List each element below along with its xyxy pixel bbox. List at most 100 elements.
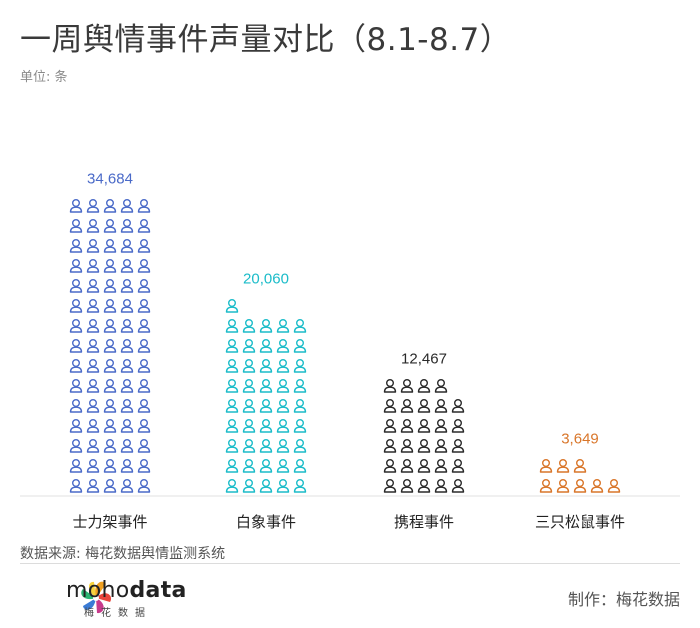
person-icon [276,479,290,493]
person-icon [137,419,151,433]
person-icon [86,359,100,373]
person-icon [293,319,307,333]
person-icon [276,339,290,353]
person-icon [259,479,273,493]
person-icon [103,459,117,473]
person-icon [137,238,151,253]
person-icon [451,419,465,433]
person-icon [573,459,587,473]
person-icon [451,399,465,413]
person-icon [539,459,553,473]
person-icon [137,259,151,273]
person-icon [103,299,117,313]
person-icon [137,479,151,493]
mohodata-logo-icon [81,581,112,614]
category-label: 三只松鼠事件 [535,513,625,531]
person-icon [293,359,307,373]
person-icon [225,479,239,493]
person-icon [276,359,290,373]
person-icon [69,359,83,373]
footer-divider [20,563,680,564]
person-icon [225,319,239,333]
person-icon [293,379,307,393]
person-icon [242,439,256,453]
person-icon [137,459,151,473]
person-icon [242,459,256,473]
person-icon [400,459,414,473]
person-icon [103,198,117,213]
person-icon [103,339,117,353]
person-icon [69,399,83,413]
person-icon [120,198,134,213]
person-icon [434,459,448,473]
brand-name: mohodata [66,578,187,603]
person-icon [86,279,100,293]
person-icon [120,259,134,273]
person-icon [259,339,273,353]
person-icon [556,479,570,493]
person-icon [225,339,239,353]
person-icon [242,339,256,353]
person-icon [86,399,100,413]
person-icon [86,259,100,273]
person-icon [120,279,134,293]
person-icon [293,399,307,413]
person-icon [137,379,151,393]
person-icon [86,319,100,333]
person-icon [103,359,117,373]
person-icon [293,459,307,473]
person-icon [259,379,273,393]
person-icon [242,479,256,493]
person-icon [242,359,256,373]
person-icon [69,279,83,293]
person-icon [242,379,256,393]
person-icon [276,459,290,473]
person-icon [137,279,151,293]
person-icon [103,279,117,293]
person-icon [383,439,397,453]
person-icon [276,319,290,333]
person-icon [293,439,307,453]
person-icon [242,319,256,333]
person-icon [434,399,448,413]
person-icon [69,319,83,333]
person-icon [400,399,414,413]
person-icon [417,399,431,413]
person-icon [120,319,134,333]
person-icon [103,218,117,233]
person-icon [225,419,239,433]
person-icon [383,399,397,413]
data-label: 20,060 [243,271,289,288]
person-icon [86,439,100,453]
person-icon [120,359,134,373]
person-icon [137,319,151,333]
person-icon [434,379,448,393]
person-icon [137,339,151,353]
person-icon [120,379,134,393]
person-icon [276,439,290,453]
person-icon [103,399,117,413]
person-icon [86,339,100,353]
person-icon [137,299,151,313]
person-icon [451,479,465,493]
person-icon [276,399,290,413]
person-icon [69,339,83,353]
chart-title: 一周舆情事件声量对比（8.1-8.7） [20,22,512,58]
person-icon [225,399,239,413]
bar-3 [383,379,465,493]
person-icon [417,439,431,453]
person-icon [225,439,239,453]
person-icon [451,459,465,473]
person-icon [69,218,83,233]
person-icon [293,479,307,493]
person-icon [120,419,134,433]
person-icon [120,479,134,493]
person-icon [293,339,307,353]
person-icon [434,419,448,433]
person-icon [417,459,431,473]
person-icon [259,399,273,413]
person-icon [86,198,100,213]
person-icon [69,379,83,393]
person-icon [451,439,465,453]
person-icon [69,479,83,493]
